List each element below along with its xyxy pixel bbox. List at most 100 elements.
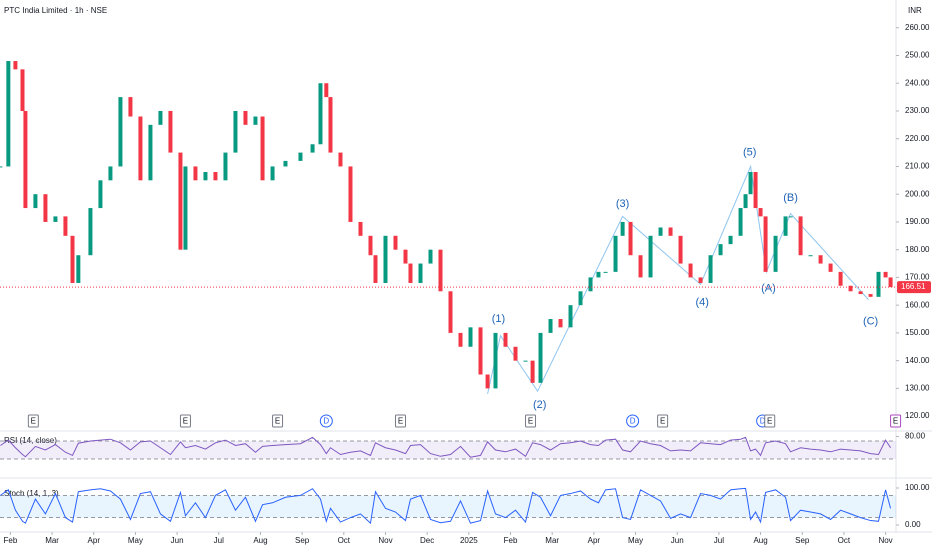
x-tick-label: Sep xyxy=(795,536,810,545)
stoch-title: Stoch (14, 1, 3) xyxy=(4,489,59,498)
band xyxy=(0,441,896,459)
candle xyxy=(858,291,863,295)
candle xyxy=(373,255,378,283)
candle xyxy=(868,294,873,297)
candle xyxy=(478,327,483,375)
candle xyxy=(23,110,28,209)
x-tick-label: Oct xyxy=(338,536,351,545)
candle xyxy=(818,255,823,264)
y-tick-label: 100.00 xyxy=(905,483,930,492)
candle xyxy=(620,221,625,236)
candle xyxy=(678,235,683,264)
candle xyxy=(178,152,183,250)
candle xyxy=(6,61,11,167)
candle xyxy=(738,208,743,236)
wave-label: (B) xyxy=(783,192,798,204)
y-tick-label: 160.00 xyxy=(905,300,930,309)
candle xyxy=(270,166,275,181)
candle xyxy=(98,180,103,209)
candle xyxy=(638,255,643,278)
candle xyxy=(596,271,601,278)
x-tick-label: May xyxy=(628,536,643,545)
candle xyxy=(233,110,238,153)
event-marker xyxy=(657,414,669,428)
event-label: E xyxy=(767,417,772,426)
candle xyxy=(753,172,758,209)
event-marker xyxy=(394,414,406,428)
candle xyxy=(76,255,81,283)
y-tick-label: 140.00 xyxy=(905,356,930,365)
x-tick-label: Apr xyxy=(588,536,601,545)
candle xyxy=(503,332,508,347)
y-tick-label: 120.00 xyxy=(905,411,930,420)
indicator-line xyxy=(0,487,892,525)
candle xyxy=(408,263,413,283)
candle xyxy=(260,116,265,181)
candle xyxy=(728,235,733,245)
y-tick-label: 250.00 xyxy=(905,51,930,60)
event-marker xyxy=(525,414,537,428)
event-label: E xyxy=(31,417,36,426)
x-tick-label: Mar xyxy=(45,536,59,545)
event-label: D xyxy=(630,417,636,426)
event-label: E xyxy=(275,417,280,426)
candle xyxy=(318,83,323,145)
candle xyxy=(458,332,463,347)
x-tick-label: Jun xyxy=(671,536,684,545)
candle xyxy=(468,327,473,347)
candle xyxy=(668,227,673,236)
candle xyxy=(530,360,535,383)
candle xyxy=(203,172,208,181)
last-price-label: 166.51 xyxy=(901,282,926,291)
candle xyxy=(558,319,563,328)
chart-title: PTC India Limited · 1h · NSE xyxy=(4,6,107,15)
x-tick-label: Jun xyxy=(171,536,184,545)
candle xyxy=(393,235,398,250)
candle xyxy=(148,124,153,181)
candle xyxy=(783,216,788,236)
candle xyxy=(603,271,608,273)
candle xyxy=(213,172,218,181)
event-marker xyxy=(626,414,640,428)
candle xyxy=(588,277,593,292)
candle xyxy=(448,291,453,333)
event-label: E xyxy=(183,417,188,426)
event-marker xyxy=(272,414,284,428)
candle xyxy=(888,277,893,288)
candle xyxy=(438,249,443,292)
wave-label: (3) xyxy=(616,198,629,210)
y-tick-label: 230.00 xyxy=(905,106,930,115)
candle xyxy=(876,271,881,297)
candle xyxy=(628,221,633,256)
x-tick-label: Oct xyxy=(838,536,851,545)
indicator-line xyxy=(0,436,892,458)
candle xyxy=(788,216,793,218)
event-label: E xyxy=(528,417,533,426)
x-tick-label: Sep xyxy=(295,536,310,545)
candle xyxy=(883,271,888,278)
candle xyxy=(253,116,258,125)
candle xyxy=(243,110,248,125)
candle xyxy=(168,110,173,153)
candle xyxy=(193,166,198,181)
x-tick-label: Jul xyxy=(714,536,724,545)
candle xyxy=(568,305,573,328)
x-tick-label: Feb xyxy=(4,536,18,545)
wave-label: (4) xyxy=(695,296,708,308)
candle xyxy=(310,144,315,153)
event-marker xyxy=(27,414,39,428)
x-tick-label: May xyxy=(128,536,143,545)
wave-label: (A) xyxy=(761,282,776,294)
candle xyxy=(223,152,228,181)
candle xyxy=(63,216,68,236)
candle xyxy=(0,166,3,168)
candle xyxy=(658,227,663,236)
candle xyxy=(138,116,143,181)
candle xyxy=(33,194,38,209)
y-tick-label: 220.00 xyxy=(905,134,930,143)
candle xyxy=(283,160,288,167)
event-label: E xyxy=(660,417,665,426)
y-tick-label: 130.00 xyxy=(905,383,930,392)
y-tick-label: 150.00 xyxy=(905,328,930,337)
candle xyxy=(298,152,303,161)
